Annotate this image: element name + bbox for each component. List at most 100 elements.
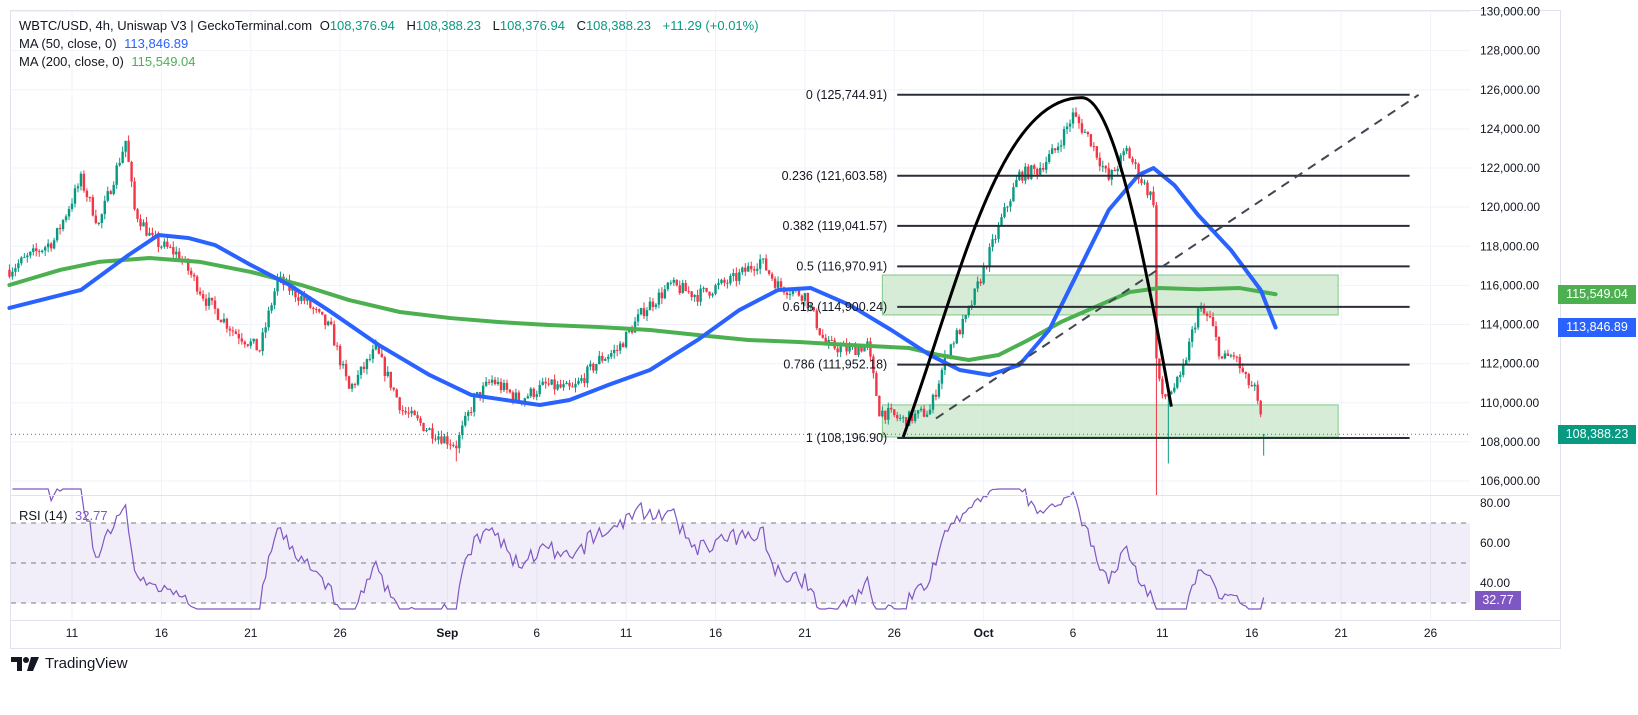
- candle-body: [1065, 126, 1069, 130]
- candle-body: [872, 356, 875, 374]
- candle-body: [1226, 353, 1230, 356]
- candle-body: [523, 398, 527, 403]
- candle: [398, 396, 401, 414]
- ma50-line: [7, 166, 1278, 408]
- candle: [595, 363, 598, 374]
- candle-body: [1098, 157, 1102, 167]
- candle-body: [544, 381, 547, 384]
- candle: [919, 406, 923, 413]
- candle: [1143, 179, 1146, 185]
- candle-body: [657, 292, 661, 305]
- candle: [1065, 122, 1069, 134]
- candle: [952, 341, 956, 348]
- candle-body: [58, 228, 62, 230]
- candle: [195, 274, 199, 295]
- candle: [127, 135, 130, 163]
- candle: [443, 433, 446, 444]
- candle: [67, 205, 71, 221]
- candle-body: [166, 241, 169, 247]
- candle: [1042, 163, 1045, 173]
- candle-body: [178, 251, 181, 260]
- candle: [1056, 142, 1060, 154]
- candle: [267, 306, 270, 331]
- candle-body: [195, 276, 199, 292]
- candle-body: [475, 392, 479, 396]
- candle-body: [20, 257, 23, 264]
- candle-body: [416, 415, 419, 419]
- candle: [729, 273, 732, 286]
- candle-body: [1143, 182, 1146, 184]
- candle: [770, 272, 774, 281]
- candle-body: [925, 414, 929, 417]
- candle: [1256, 380, 1259, 405]
- price-axis-label: 124,000.00: [1480, 122, 1540, 136]
- price-axis-label: 116,000.00: [1480, 278, 1539, 292]
- candle-body: [601, 355, 604, 361]
- candle: [541, 377, 544, 386]
- candle: [937, 380, 941, 399]
- high-label: H: [406, 18, 416, 33]
- candle-body: [830, 339, 833, 341]
- candle-body: [654, 304, 658, 307]
- open-value: 108,376.94: [329, 18, 395, 33]
- candle-body: [949, 344, 953, 357]
- candle-body: [335, 345, 339, 347]
- candle-body: [893, 409, 896, 416]
- rsi-label: RSI (14): [19, 508, 68, 523]
- ma50-legend[interactable]: MA (50, close, 0) 113,846.89: [19, 35, 192, 53]
- ma200-price-badge: 115,549.04: [1558, 285, 1636, 304]
- candle-body: [204, 298, 208, 306]
- candle-body: [1024, 166, 1027, 181]
- candle-body: [481, 385, 485, 398]
- symbol-title[interactable]: WBTC/USD, 4h, Uniswap V3 | GeckoTerminal…: [19, 18, 313, 33]
- price-axis-label: 112,000.00: [1480, 357, 1539, 371]
- candle: [1190, 326, 1194, 348]
- candle: [571, 382, 574, 388]
- candle: [350, 382, 354, 393]
- tradingview-logo-text: TradingView: [45, 655, 128, 672]
- candle-body: [636, 314, 640, 322]
- rsi-legend[interactable]: RSI (14) 32.77: [19, 507, 112, 525]
- candle-body: [511, 392, 515, 401]
- price-axis-label: 108,000.00: [1480, 435, 1540, 449]
- candle-body: [312, 307, 315, 309]
- candle-body: [955, 330, 959, 344]
- candle: [803, 292, 807, 307]
- candle: [1152, 186, 1155, 208]
- candle: [708, 291, 711, 299]
- candle-body: [52, 240, 56, 249]
- candle-body: [1033, 165, 1036, 169]
- candle-body: [770, 273, 774, 279]
- support-resistance-zone: [881, 404, 1339, 438]
- candle-body: [577, 380, 580, 384]
- time-axis-label: 26: [1424, 626, 1438, 640]
- candle-body: [621, 343, 625, 348]
- candle-body: [538, 384, 541, 395]
- candle-body: [919, 408, 923, 411]
- rsi-axis-label: 80.00: [1480, 496, 1510, 510]
- candle: [1024, 163, 1027, 185]
- chart-canvas[interactable]: 0 (125,744.91) 0.236 (121,603.58) 0.382 (1…: [0, 0, 1638, 650]
- candle-body: [1149, 191, 1152, 196]
- candle-body: [243, 341, 246, 345]
- candle-body: [690, 291, 693, 297]
- candle: [58, 224, 62, 235]
- candle-body: [487, 381, 491, 383]
- candle: [568, 379, 571, 390]
- candle-body: [1107, 168, 1110, 180]
- price-axis-label: 114,000.00: [1480, 318, 1539, 332]
- candle-body: [991, 239, 994, 248]
- candle-body: [896, 415, 899, 419]
- candle: [38, 249, 41, 257]
- tradingview-logo[interactable]: TradingView: [11, 655, 128, 672]
- candle: [425, 427, 428, 433]
- candle: [32, 244, 35, 256]
- candle-body: [699, 288, 702, 302]
- ma200-legend[interactable]: MA (200, close, 0) 115,549.04: [19, 53, 200, 71]
- candle: [1217, 336, 1221, 360]
- candle-body: [413, 410, 416, 416]
- candle-body: [562, 384, 565, 388]
- candle: [836, 346, 839, 357]
- candle: [1134, 159, 1137, 170]
- candle-body: [1253, 384, 1256, 387]
